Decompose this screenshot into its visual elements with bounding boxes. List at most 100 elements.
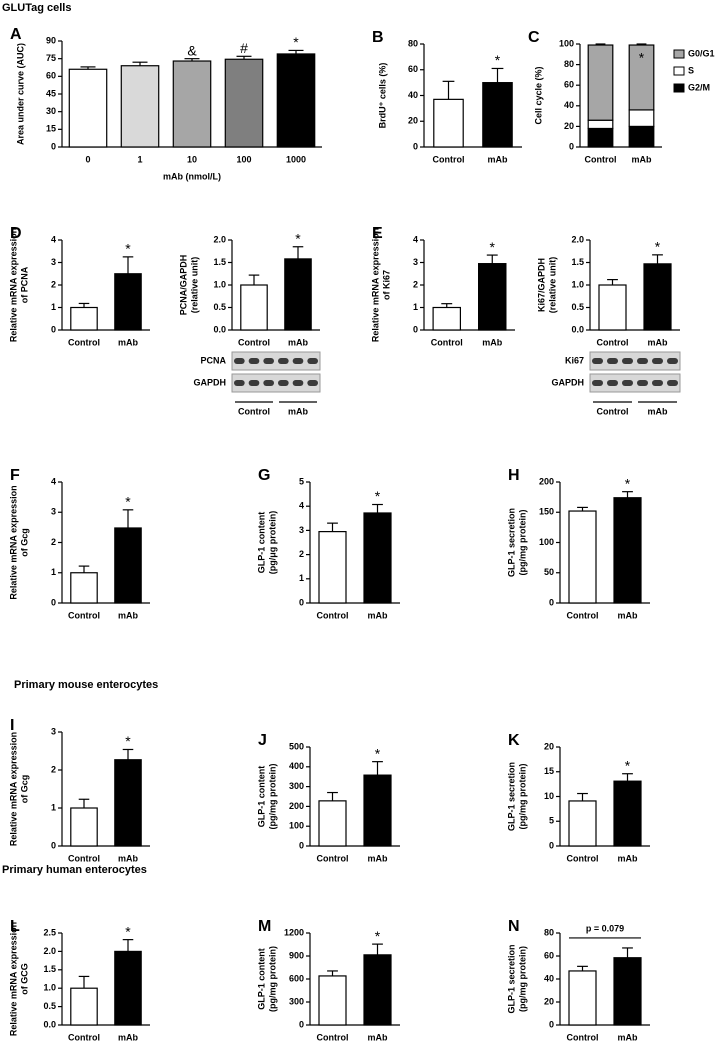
y-axis-label: Relative mRNA expression (8, 732, 18, 846)
y-tick-label: 200 (539, 476, 554, 486)
bar (363, 954, 392, 1026)
significance-marker: & (187, 42, 197, 58)
section-title: Primary human enterocytes (2, 864, 147, 876)
y-tick-label: 0.0 (213, 324, 226, 334)
significance-marker: # (240, 40, 248, 56)
y-tick-label: 0 (549, 597, 554, 607)
y-tick-label: 400 (289, 761, 304, 771)
y-tick-label: 40 (544, 973, 554, 983)
x-tick-label: mAb (618, 610, 639, 620)
bar (318, 531, 347, 604)
y-tick-label: 3 (413, 257, 418, 267)
y-axis-label: (pg/mg protein) (267, 946, 277, 1012)
blot-row-label: GAPDH (193, 377, 226, 387)
y-axis-label: GLP-1 secretion (506, 508, 516, 577)
y-axis-label: GLP-1 content (256, 948, 266, 1010)
y-axis-label: GLP-1 secretion (506, 762, 516, 831)
y-tick-label: 1 (51, 802, 56, 812)
y-axis-label: GLP-1 content (256, 512, 266, 574)
panel-letter: M (258, 918, 271, 935)
y-tick-label: 0 (413, 324, 418, 334)
bar (568, 510, 597, 604)
y-tick-label: 45 (46, 88, 56, 98)
x-tick-label: 1000 (286, 154, 306, 164)
y-tick-label: 1.5 (571, 257, 584, 267)
significance-marker: * (125, 733, 131, 749)
y-tick-label: 0.5 (43, 1001, 56, 1011)
blot-band (592, 358, 603, 364)
y-tick-label: 100 (539, 537, 554, 547)
y-tick-label: 15 (46, 124, 56, 134)
significance-marker: * (295, 230, 301, 246)
bar-segment (587, 44, 614, 121)
bar (68, 68, 108, 148)
y-tick-label: 1.0 (571, 279, 584, 289)
y-tick-label: 2.0 (571, 234, 584, 244)
blot-row-label: Ki67 (565, 355, 584, 365)
bar (363, 512, 392, 604)
x-tick-label: mAb (118, 853, 139, 863)
y-tick-label: 20 (564, 121, 574, 131)
x-tick-label: 0 (85, 154, 90, 164)
y-tick-label: 0 (51, 324, 56, 334)
panel-letter: G (258, 467, 270, 484)
legend-swatch (673, 83, 685, 93)
x-tick-label: Control (567, 610, 599, 620)
x-tick-label: mAb (368, 1032, 389, 1042)
y-tick-label: 0 (569, 141, 574, 151)
y-tick-label: 1.0 (43, 983, 56, 993)
bar (478, 263, 507, 331)
panel-letter: K (508, 732, 520, 749)
significance-marker: * (125, 494, 131, 510)
legend-swatch (673, 49, 685, 59)
panel-letter: B (372, 29, 384, 46)
y-tick-label: 100 (289, 821, 304, 831)
blot-row (589, 351, 681, 371)
y-axis-label: Relative mRNA expression (370, 228, 380, 342)
bar (240, 284, 268, 331)
x-tick-label: Control (68, 1032, 100, 1042)
significance-marker: * (125, 241, 131, 257)
x-axis-label: mAb (nmol/L) (163, 171, 221, 181)
y-tick-label: 3 (51, 257, 56, 267)
y-tick-label: 900 (289, 950, 304, 960)
y-axis-label: (relative unit) (189, 257, 199, 314)
y-tick-label: 300 (289, 996, 304, 1006)
x-tick-label: Control (68, 610, 100, 620)
y-tick-label: 150 (539, 507, 554, 517)
panel-letter: N (508, 918, 520, 935)
y-tick-label: 0.0 (43, 1019, 56, 1029)
legend-swatch (673, 66, 685, 76)
y-tick-label: 2 (51, 279, 56, 289)
blot-group-label: Control (597, 406, 629, 416)
y-tick-label: 5 (549, 816, 554, 826)
x-tick-label: mAb (648, 337, 669, 347)
y-tick-label: 20 (544, 996, 554, 1006)
blot-row-label: PCNA (200, 355, 226, 365)
bar (224, 58, 264, 148)
y-axis-label: (pg/mg protein) (517, 510, 527, 576)
bar (114, 273, 142, 331)
y-tick-label: 40 (564, 100, 574, 110)
bar (276, 53, 316, 148)
y-tick-label: 80 (408, 38, 418, 48)
blot-band (622, 358, 633, 364)
bar (70, 572, 98, 604)
blot-band (607, 358, 618, 364)
blot-band (622, 380, 633, 386)
x-tick-label: Control (431, 337, 463, 347)
legend-label: S (688, 65, 694, 75)
y-tick-label: 0.0 (571, 324, 584, 334)
y-tick-label: 2 (51, 764, 56, 774)
x-tick-label: mAb (488, 154, 509, 164)
y-axis-label: Cell cycle (%) (533, 66, 543, 124)
y-tick-label: 60 (564, 80, 574, 90)
y-tick-label: 0.5 (213, 302, 226, 312)
blot-band (607, 380, 618, 386)
blot-band (307, 358, 318, 364)
bar (613, 957, 642, 1026)
blot-band (248, 380, 260, 386)
bar (284, 258, 312, 331)
bar (70, 987, 98, 1026)
y-tick-label: 0 (299, 840, 304, 850)
